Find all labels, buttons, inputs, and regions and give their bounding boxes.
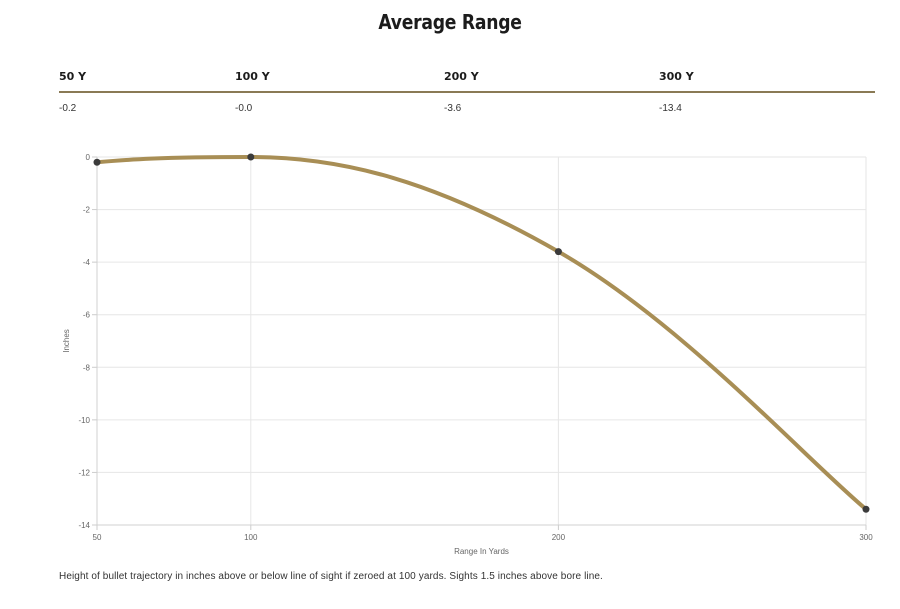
y-tick-label: -4 — [83, 258, 91, 267]
value-300y: -13.4 — [659, 103, 682, 114]
footnote: Height of bullet trajectory in inches ab… — [59, 571, 603, 582]
y-tick-label: -12 — [78, 468, 90, 477]
range-table-header: 50 Y 100 Y 200 Y 300 Y — [59, 66, 875, 93]
header-100y: 100 Y — [235, 70, 270, 83]
value-200y: -3.6 — [444, 103, 462, 114]
data-points — [93, 153, 870, 513]
y-axis-label: Inches — [62, 329, 71, 353]
x-tick-label: 300 — [859, 533, 873, 542]
data-point — [93, 158, 101, 166]
header-50y: 50 Y — [59, 70, 87, 83]
x-tick-label: 100 — [244, 533, 258, 542]
data-point — [247, 153, 255, 161]
y-tick-label: -10 — [78, 416, 90, 425]
data-point — [862, 505, 870, 513]
trajectory-line — [95, 154, 868, 512]
chart-title: Average Range — [378, 10, 522, 34]
y-tick-label: -6 — [83, 311, 91, 320]
x-tick-label: 50 — [93, 533, 102, 542]
chart-grid — [92, 156, 867, 530]
value-100y: -0.0 — [235, 103, 253, 114]
data-point — [554, 248, 562, 256]
range-table-row: -0.2 -0.0 -3.6 -13.4 — [59, 93, 875, 121]
header-200y: 200 Y — [444, 70, 479, 83]
y-tick-label: -8 — [83, 363, 91, 372]
value-50y: -0.2 — [59, 103, 77, 114]
y-tick-label: -14 — [78, 521, 90, 530]
x-axis-label: Range In Yards — [454, 547, 509, 556]
x-tick-label: 200 — [552, 533, 566, 542]
y-tick-label: -2 — [83, 206, 91, 215]
header-300y: 300 Y — [659, 70, 694, 83]
range-table: 50 Y 100 Y 200 Y 300 Y -0.2 -0.0 -3.6 -1… — [59, 66, 875, 121]
y-tick-label: 0 — [86, 153, 91, 162]
